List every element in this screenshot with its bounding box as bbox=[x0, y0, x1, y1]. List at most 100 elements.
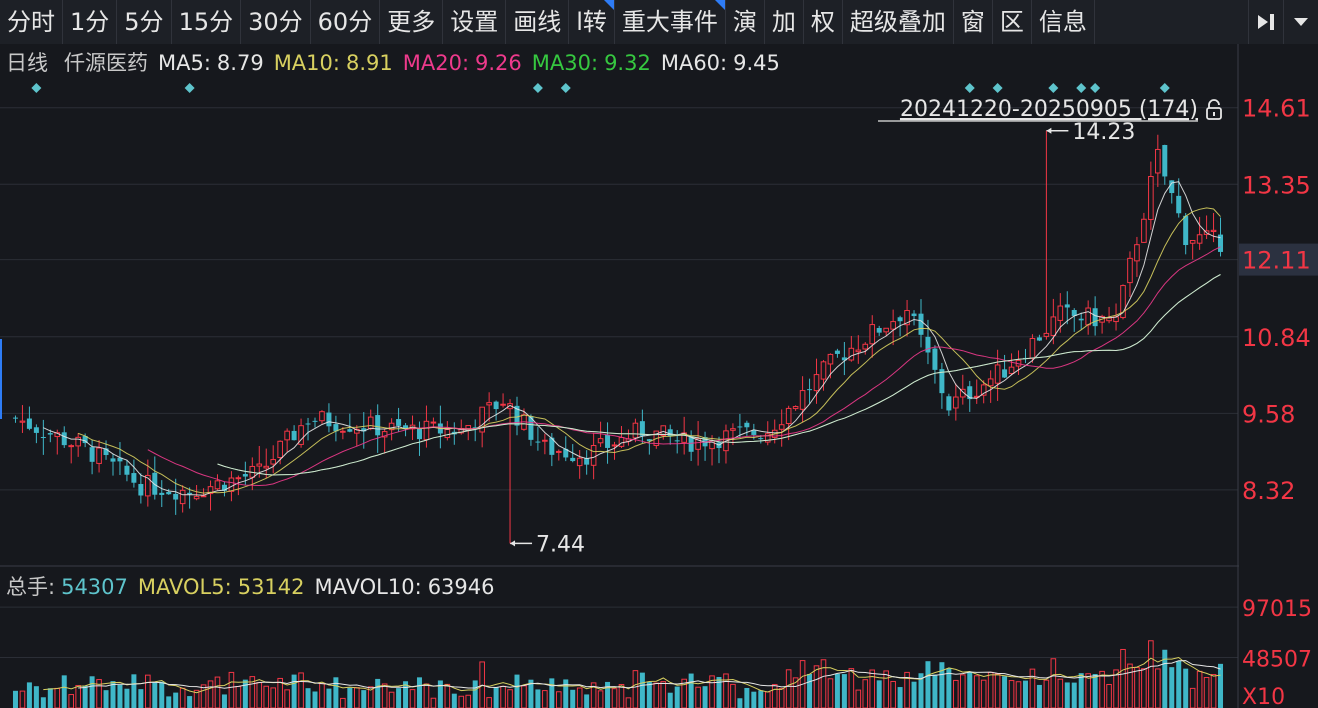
range-label[interactable]: 20241220-20250905 (174) bbox=[900, 97, 1198, 122]
candle-body bbox=[96, 447, 102, 464]
volume-bar bbox=[751, 691, 757, 708]
volume-bar bbox=[284, 689, 290, 708]
volume-bar bbox=[542, 690, 548, 708]
tab-5[interactable]: 60分 bbox=[311, 0, 381, 44]
candle-body bbox=[19, 420, 26, 423]
candle-body bbox=[166, 491, 172, 495]
volume-bar bbox=[1120, 648, 1126, 708]
volume-bar bbox=[618, 683, 625, 708]
event-marker-icon[interactable] bbox=[31, 83, 42, 93]
candle-body bbox=[472, 427, 478, 429]
event-marker-icon[interactable] bbox=[1076, 83, 1087, 93]
mavol5-value: 53142 bbox=[238, 575, 305, 599]
candle-body bbox=[493, 401, 499, 410]
volume-bar bbox=[444, 683, 451, 708]
price-tick-label: 8.32 bbox=[1242, 477, 1295, 505]
volume-bar bbox=[737, 698, 743, 708]
event-marker-icon[interactable] bbox=[532, 83, 543, 93]
tab-9[interactable]: l转 bbox=[569, 0, 615, 44]
volume-bar bbox=[730, 683, 736, 708]
volume-tick-label: 97015 bbox=[1242, 597, 1312, 622]
ma3-label: MA30: bbox=[532, 51, 598, 75]
candle-body bbox=[340, 430, 346, 433]
candle-body bbox=[193, 495, 200, 500]
volume-bar bbox=[807, 673, 813, 708]
dropdown-arrow-icon[interactable] bbox=[1283, 0, 1318, 44]
tab-16[interactable]: 区 bbox=[993, 0, 1032, 44]
volume-bar bbox=[563, 679, 569, 708]
price-tick-label: 14.61 bbox=[1242, 95, 1311, 123]
candle-body bbox=[291, 430, 297, 441]
candle-body bbox=[103, 448, 109, 456]
event-marker-icon[interactable] bbox=[1048, 83, 1059, 93]
tab-1[interactable]: 1分 bbox=[63, 0, 118, 44]
candle-body bbox=[1064, 304, 1070, 308]
volume-bar bbox=[347, 687, 353, 708]
candle-body bbox=[263, 465, 270, 469]
event-marker-icon[interactable] bbox=[184, 83, 195, 93]
volume-bar bbox=[1189, 687, 1196, 708]
candle-body bbox=[1189, 240, 1196, 244]
candle-body bbox=[785, 407, 792, 425]
event-marker-icon[interactable] bbox=[1090, 83, 1101, 93]
tab-4[interactable]: 30分 bbox=[241, 0, 311, 44]
volume-bar bbox=[277, 677, 283, 708]
tab-14[interactable]: 超级叠加 bbox=[843, 0, 954, 44]
tab-15[interactable]: 窗 bbox=[954, 0, 993, 44]
ma-info-bar: 日线 仟源医药 MA5: 8.79 MA10: 8.91 MA20: 9.26 MA30: 9.3… bbox=[6, 51, 780, 75]
candle-body bbox=[75, 436, 81, 447]
tab-2[interactable]: 5分 bbox=[117, 0, 172, 44]
candle-body bbox=[660, 425, 667, 437]
tab-0[interactable]: 分时 bbox=[0, 0, 63, 44]
mavol10-line bbox=[78, 660, 1221, 689]
candle-body bbox=[1036, 337, 1042, 341]
volume-bar bbox=[883, 670, 889, 708]
volume-tick-label: 48507 bbox=[1242, 648, 1312, 673]
volume-bar bbox=[1057, 678, 1064, 708]
volume-bar bbox=[396, 688, 402, 708]
scroll-indicator[interactable] bbox=[0, 339, 2, 419]
candle-body bbox=[994, 364, 1001, 384]
candle-body bbox=[869, 324, 876, 345]
volume-bar bbox=[1183, 668, 1189, 708]
candle-body bbox=[848, 347, 855, 361]
tab-13[interactable]: 权 bbox=[804, 0, 843, 44]
expand-right-icon[interactable] bbox=[1248, 0, 1283, 44]
axis-bg bbox=[1239, 44, 1318, 708]
volume-bar bbox=[312, 691, 318, 708]
tab-7[interactable]: 设置 bbox=[443, 0, 507, 44]
candle-body bbox=[47, 433, 53, 435]
volume-bar bbox=[1134, 667, 1140, 708]
period-toolbar: 分时 1分 5分 15分 30分 60分 更多 设置 画线 l转 重大事件演加权超级叠加窗区信息 bbox=[0, 0, 1318, 45]
tab-6[interactable]: 更多 bbox=[380, 0, 444, 44]
ma2-label: MA20: bbox=[403, 51, 469, 75]
volume-bar bbox=[319, 683, 325, 708]
volume-bar bbox=[33, 686, 39, 708]
tab-3[interactable]: 15分 bbox=[172, 0, 242, 44]
candle-body bbox=[403, 425, 409, 430]
candle-body bbox=[688, 436, 694, 452]
lock-icon[interactable] bbox=[1206, 99, 1222, 120]
tab-8[interactable]: 画线 bbox=[506, 0, 570, 44]
volume-bar bbox=[1029, 668, 1036, 708]
kline-chart[interactable]: 14.23 7.44 14.61 13.35 12.11 10.84 9.58 8.32 97… bbox=[0, 44, 1318, 708]
event-marker-icon[interactable] bbox=[1159, 83, 1170, 93]
tab-10[interactable]: 重大事件 bbox=[615, 0, 726, 44]
tab-17[interactable]: 信息 bbox=[1032, 0, 1095, 44]
volume-bar bbox=[152, 682, 158, 708]
volume-bar bbox=[521, 685, 527, 708]
volume-info-bar: 总手: 54307 MAVOL5: 53142 MAVOL10: 63946 bbox=[6, 575, 495, 599]
volume-bar bbox=[89, 676, 95, 708]
event-marker-icon[interactable] bbox=[992, 83, 1003, 93]
volume-bar bbox=[423, 683, 430, 708]
candle-body bbox=[1043, 332, 1050, 337]
tab-11[interactable]: 演 bbox=[726, 0, 765, 44]
event-marker-icon[interactable] bbox=[560, 83, 571, 93]
candle-body bbox=[187, 492, 193, 495]
event-marker-icon[interactable] bbox=[964, 83, 975, 93]
volume-bar bbox=[639, 672, 645, 708]
candle-body bbox=[486, 402, 492, 406]
ma10-line bbox=[78, 207, 1221, 494]
volume-bar bbox=[862, 679, 869, 708]
tab-12[interactable]: 加 bbox=[765, 0, 804, 44]
